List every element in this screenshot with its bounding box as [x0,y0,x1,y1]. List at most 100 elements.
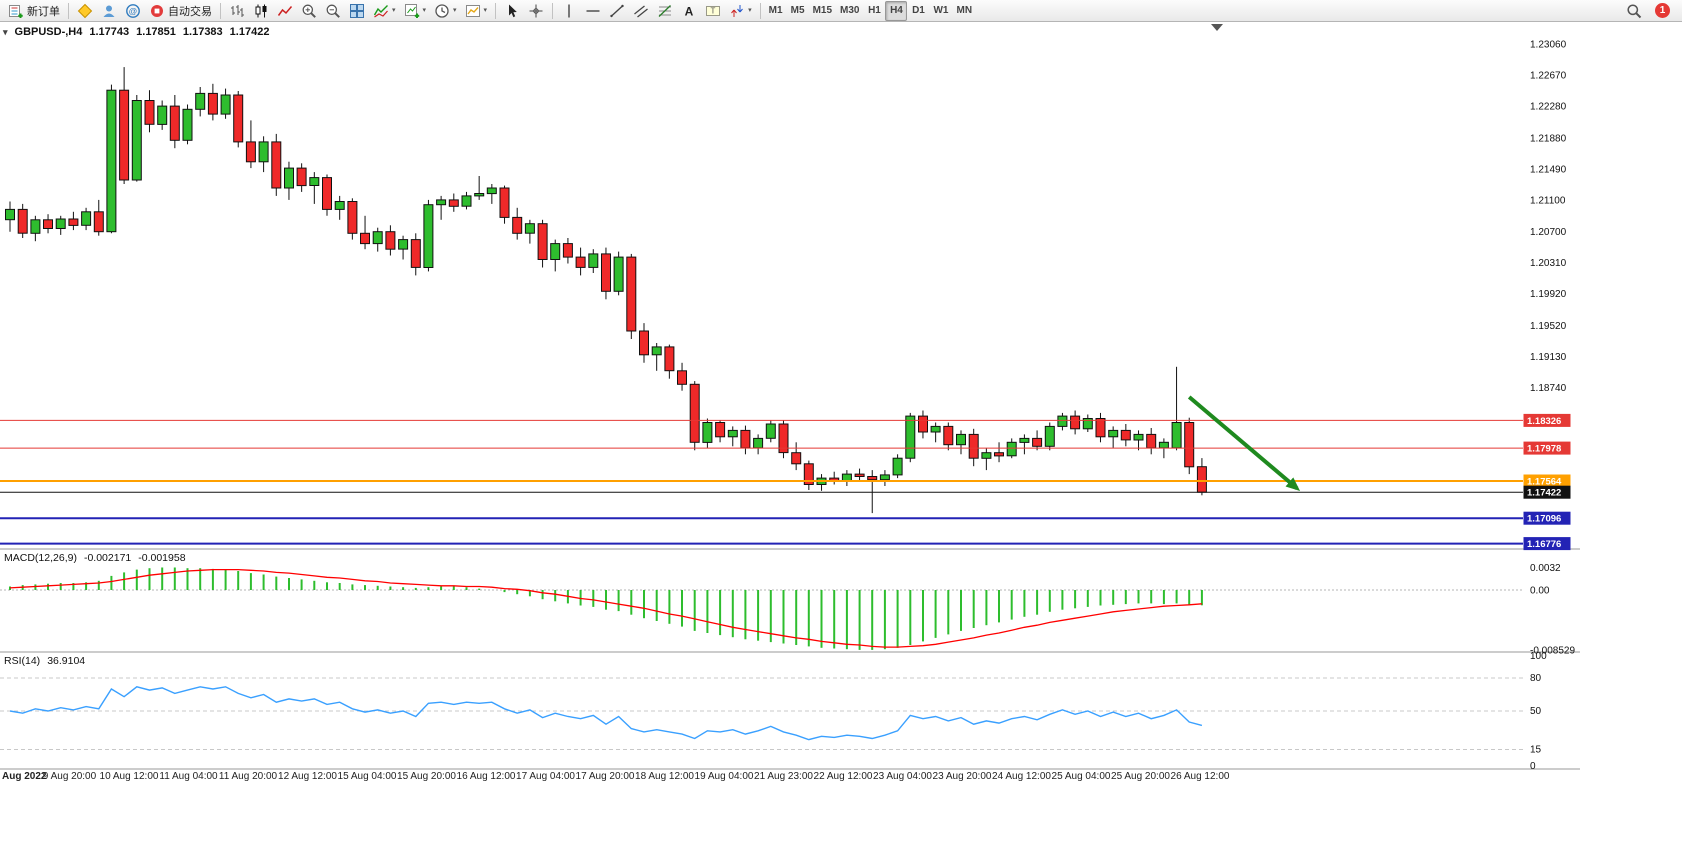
arrows-button[interactable]: ▾ [725,1,756,21]
candle-body [1032,437,1043,447]
candlestick-chart-button[interactable] [249,1,273,21]
toolbar-button-groups: 新订单 @ 自动交易 ▾ ▾ ▾ ▾ A T ▾ M1 M5 M15 M30 H1 H4 D1 W1 MN [4,0,976,21]
candle [207,83,218,121]
line-chart-icon [277,3,293,19]
chart-shift-marker[interactable] [1211,24,1223,31]
periods-button[interactable]: ▾ [430,1,461,21]
candle [296,163,307,192]
timeframe-m30-button[interactable]: M30 [836,1,863,21]
timeframe-d1-button[interactable]: D1 [907,1,929,21]
candle [195,87,206,117]
time-axis-label: 11 Aug 20:00 [219,771,278,782]
cursor-button[interactable] [500,1,524,21]
crosshair-button[interactable] [524,1,548,21]
new-order-button[interactable]: 新订单 [4,1,64,21]
notification-badge[interactable]: 1 [1655,3,1670,18]
candle-body [423,204,434,268]
time-axis-label: 10 Aug 12:00 [100,771,159,782]
candle [271,133,282,196]
autotrading-button[interactable]: 自动交易 [145,1,216,21]
price-tick-label: 1.22280 [1530,102,1567,113]
chart-area[interactable]: 1.18326 1.17978 1.17564 1.17422 1.17096 1.167… [0,22,1682,841]
candle-body [144,100,155,125]
zoom-in-button[interactable] [297,1,321,21]
main-toolbar: 新订单 @ 自动交易 ▾ ▾ ▾ ▾ A T ▾ M1 M5 M15 M30 H1 H4 D1 W1 MN 1 [0,0,1682,22]
fibonacci-button[interactable] [653,1,677,21]
sell-direction-arrow[interactable] [1187,395,1301,491]
bar-chart-button[interactable] [225,1,249,21]
candle [1019,434,1030,455]
timeframe-m15-button[interactable]: M15 [809,1,836,21]
zoom-out-button[interactable] [321,1,345,21]
timeframe-mn-button[interactable]: MN [952,1,976,21]
time-axis-label: 23 Aug 20:00 [933,771,992,782]
new-chart-button[interactable]: ▾ [400,1,431,21]
panel-separators [0,548,1580,770]
candle [727,426,738,447]
candle [537,219,548,268]
candle [486,184,497,204]
market-icon [77,3,93,19]
timeframe-m1-button[interactable]: M1 [765,1,787,21]
time-axis-label: Aug 2022 [2,771,47,782]
text-label-button[interactable]: T [701,1,725,21]
candle [68,211,79,231]
vertical-line-button[interactable] [557,1,581,21]
candle-body [651,346,662,356]
resistance-line-upper-badge [1523,413,1571,427]
candle [119,67,130,184]
candle-body [994,452,1004,457]
toolbar-separator [552,2,554,19]
candle-body [169,105,180,141]
candle-body [461,195,472,207]
candle [1184,417,1195,475]
profile-button[interactable] [97,1,121,21]
svg-text:A: A [685,4,694,18]
text-button[interactable]: A [677,1,701,21]
price-tick-label: 1.20700 [1530,227,1567,238]
market-button[interactable] [73,1,97,21]
crosshair-icon [528,3,544,19]
templates-button[interactable]: ▾ [461,1,492,21]
support-line-orange-badge [1523,474,1571,488]
timeframe-h4-button[interactable]: H4 [885,0,908,21]
rsi-tick-label: 100 [1530,651,1547,662]
candle-body [309,177,320,187]
candle-body [334,201,345,210]
time-axis-label: 16 Aug 12:00 [457,771,516,782]
new-order-button-label: 新订单 [27,5,60,18]
trendline-button[interactable] [605,1,629,21]
candle [81,207,92,231]
tile-windows-button[interactable] [345,1,369,21]
community-button[interactable]: @ [121,1,145,21]
channel-button[interactable] [629,1,653,21]
candle-body [106,89,117,233]
candle [245,120,256,169]
timeframe-h1-button[interactable]: H1 [863,1,885,21]
rsi-tick-label: 80 [1530,673,1542,684]
toolbar-separator [220,2,221,19]
candle-body [1184,422,1195,468]
time-axis-label: 11 Aug 04:00 [159,771,218,782]
candle [258,136,269,173]
horizontal-line-button[interactable] [581,1,605,21]
timeframe-w1-button[interactable]: W1 [929,1,952,21]
candle [1196,458,1207,496]
hline-icon [585,3,601,19]
candle [1044,422,1055,451]
price-tick-label: 1.18740 [1530,383,1567,394]
candle [17,203,28,238]
candle-body [677,370,687,385]
timeframe-m5-button[interactable]: M5 [787,1,809,21]
candle-body [601,253,611,292]
indicators-list-button[interactable]: ▾ [369,1,400,21]
candle [106,84,117,234]
time-axis-label: 26 Aug 12:00 [1171,771,1230,782]
search-button[interactable] [1622,1,1646,21]
candle [651,343,662,371]
timeframe-w1-button-label: W1 [933,5,949,16]
price-axis[interactable]: 1.23060 1.22670 1.22280 1.21880 1.21490 1.211… [1530,40,1567,394]
line-chart-button[interactable] [273,1,297,21]
